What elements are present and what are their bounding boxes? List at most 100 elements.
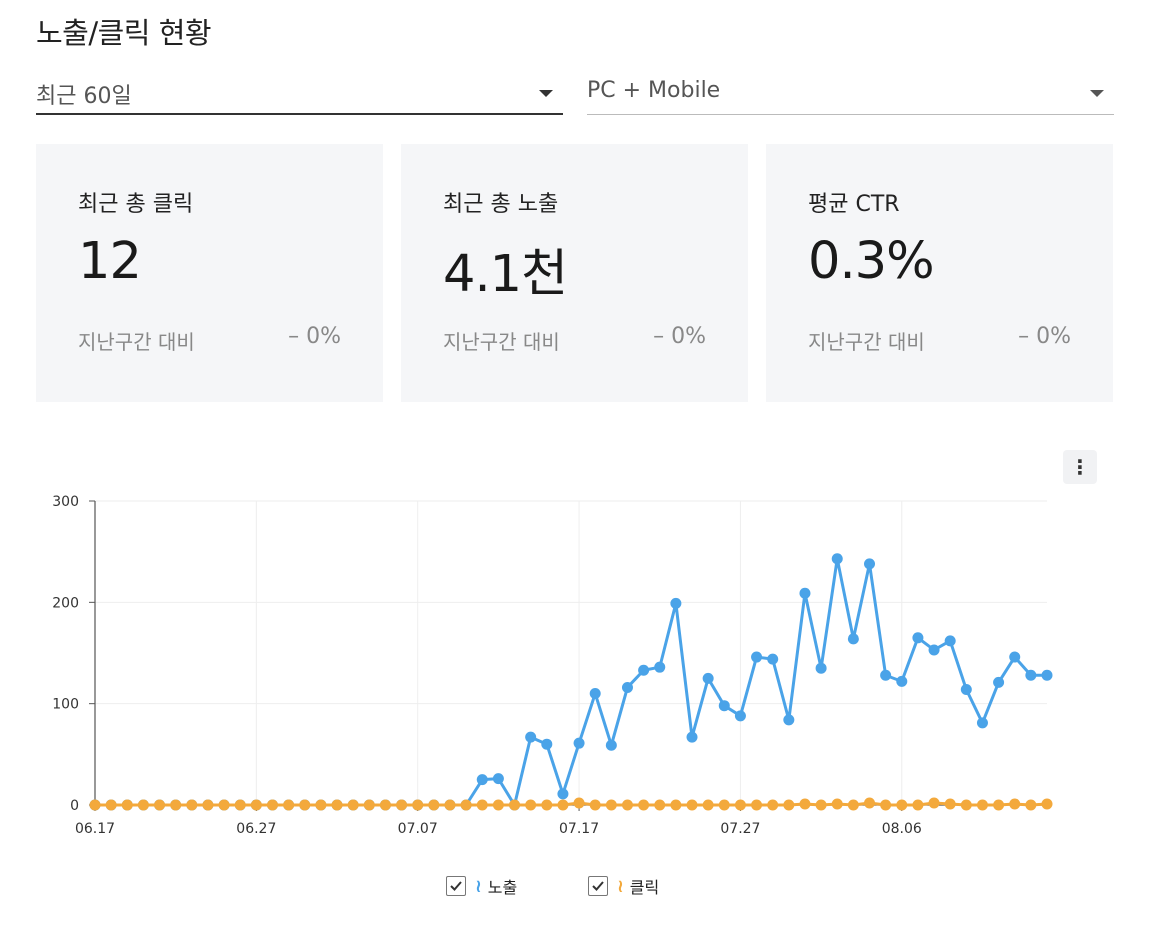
data-point xyxy=(1041,669,1053,681)
data-point xyxy=(412,799,424,811)
data-point xyxy=(1025,799,1037,811)
data-point xyxy=(767,799,779,811)
impressions-clicks-chart: 0 100 200 300 06.17 06.27 07.07 07.17 07.27 08.06 xyxy=(52,494,1053,837)
card-delta: – 0% xyxy=(653,324,706,349)
data-point xyxy=(993,799,1005,811)
data-point xyxy=(1009,798,1021,810)
total-impressions-card: 최근 총 노출 4.1천 지난구간 대비 – 0% xyxy=(401,144,748,402)
caret-down-icon xyxy=(1090,90,1104,97)
data-point xyxy=(541,799,553,811)
device-select-value: PC + Mobile xyxy=(587,78,721,103)
card-value: 12 xyxy=(78,232,142,291)
chart-menu-button[interactable]: ⋮ xyxy=(1063,450,1097,484)
data-point xyxy=(847,799,859,811)
more-vertical-icon: ⋮ xyxy=(1070,455,1090,479)
legend-impressions[interactable]: ≀ 노출 xyxy=(446,874,517,898)
data-point xyxy=(621,799,633,811)
data-point xyxy=(718,799,730,811)
data-point xyxy=(751,651,763,663)
data-point xyxy=(783,714,795,726)
page-title: 노출/클릭 현황 xyxy=(36,16,212,50)
data-point xyxy=(686,799,698,811)
legend-clicks[interactable]: ≀ 클릭 xyxy=(588,874,659,898)
data-point xyxy=(315,799,327,811)
data-point xyxy=(638,664,650,676)
data-point xyxy=(976,717,988,729)
card-value: 0.3% xyxy=(808,232,935,291)
data-point xyxy=(266,799,278,811)
data-point xyxy=(831,798,843,810)
legend-label: 노출 xyxy=(487,878,518,897)
data-point xyxy=(525,731,537,743)
data-point xyxy=(734,799,746,811)
data-point xyxy=(492,773,504,785)
data-point xyxy=(702,672,714,684)
card-delta: – 0% xyxy=(288,324,341,349)
x-tick-label: 07.27 xyxy=(720,821,760,837)
data-point xyxy=(121,799,133,811)
data-point xyxy=(912,799,924,811)
data-point xyxy=(509,799,521,811)
data-point xyxy=(331,799,343,811)
card-compare-label: 지난구간 대비 xyxy=(78,330,195,354)
data-point xyxy=(396,799,408,811)
data-point xyxy=(815,662,827,674)
data-point xyxy=(896,675,908,687)
data-point xyxy=(702,799,714,811)
card-compare-label: 지난구간 대비 xyxy=(443,330,560,354)
data-point xyxy=(476,774,488,786)
card-value: 4.1천 xyxy=(443,245,568,304)
data-point xyxy=(670,799,682,811)
legend-checkbox[interactable] xyxy=(588,876,608,896)
data-point xyxy=(799,587,811,599)
y-tick-label: 100 xyxy=(52,697,79,713)
caret-down-icon xyxy=(539,90,553,97)
data-point xyxy=(928,797,940,809)
data-point xyxy=(379,799,391,811)
data-point xyxy=(218,799,230,811)
data-point xyxy=(1025,669,1037,681)
y-tick-label: 200 xyxy=(52,595,79,611)
total-clicks-card: 최근 총 클릭 12 지난구간 대비 – 0% xyxy=(36,144,383,402)
data-point xyxy=(831,553,843,565)
data-point xyxy=(638,799,650,811)
data-point xyxy=(944,798,956,810)
period-select-value: 최근 60일 xyxy=(36,84,132,109)
data-point xyxy=(751,799,763,811)
data-point xyxy=(234,799,246,811)
data-point xyxy=(154,799,166,811)
legend-checkbox[interactable] xyxy=(446,876,466,896)
data-point xyxy=(976,799,988,811)
data-point xyxy=(444,799,456,811)
card-label: 최근 총 클릭 xyxy=(78,192,194,217)
data-point xyxy=(621,681,633,693)
data-point xyxy=(186,799,198,811)
data-point xyxy=(815,799,827,811)
data-point xyxy=(767,653,779,665)
card-label: 최근 총 노출 xyxy=(443,192,559,217)
checkmark-icon xyxy=(592,881,604,891)
checkmark-icon xyxy=(450,881,462,891)
data-point xyxy=(105,799,117,811)
data-point xyxy=(541,738,553,750)
device-select[interactable]: PC + Mobile xyxy=(587,72,1114,115)
data-point xyxy=(1009,651,1021,663)
data-point xyxy=(880,669,892,681)
data-point xyxy=(589,688,601,700)
x-tick-label: 07.07 xyxy=(398,821,438,837)
data-point xyxy=(283,799,295,811)
data-point xyxy=(476,799,488,811)
card-label: 평균 CTR xyxy=(808,192,900,217)
data-point xyxy=(880,799,892,811)
period-select[interactable]: 최근 60일 xyxy=(36,72,563,115)
x-tick-label: 06.27 xyxy=(236,821,276,837)
data-point xyxy=(250,799,262,811)
data-point xyxy=(928,644,940,656)
data-point xyxy=(557,788,569,800)
x-tick-label: 06.17 xyxy=(75,821,115,837)
data-point xyxy=(428,799,440,811)
data-point xyxy=(654,661,666,673)
average-ctr-card: 평균 CTR 0.3% 지난구간 대비 – 0% xyxy=(766,144,1113,402)
data-point xyxy=(170,799,182,811)
legend-label: 클릭 xyxy=(629,878,660,897)
